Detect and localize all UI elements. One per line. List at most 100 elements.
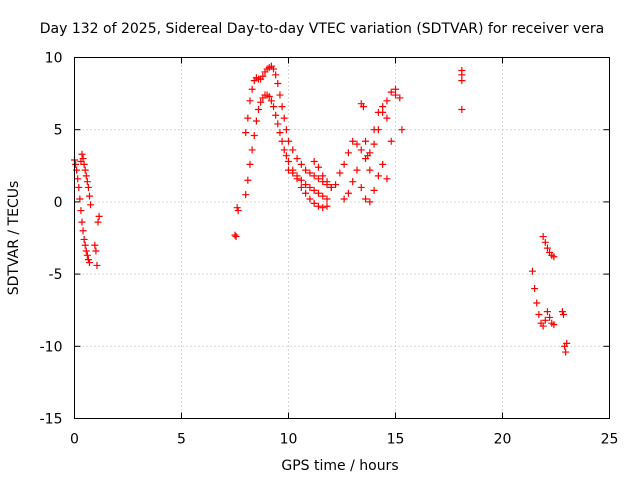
data-point-marker [276,91,284,99]
y-tick-label: 5 [54,123,63,139]
x-axis-label: GPS time / hours [281,458,398,474]
data-point-marker [278,137,286,145]
data-point-marker [252,117,260,125]
x-tick-label: 0 [70,432,79,448]
data-point-marker [77,207,85,215]
data-point-marker [79,155,87,163]
data-point-marker [310,199,318,207]
x-tick-label: 5 [177,432,186,448]
data-point-marker [543,244,551,252]
data-point-marker [244,114,252,122]
data-point-marker [387,88,395,96]
data-point-marker [528,267,536,275]
data-point-marker [280,114,288,122]
data-point-marker [272,111,280,119]
data-point-marker [293,155,301,163]
data-point-marker [398,126,406,134]
data-point-marker [297,183,305,191]
data-point-marker [246,160,254,168]
y-tick-label: 10 [45,51,63,67]
data-point-marker [250,131,258,139]
data-point-marker [83,251,91,259]
data-point-marker [95,212,103,220]
tick-labels: 0 5 10 15 20 25 -15 -10 -5 0 5 10 [40,51,619,448]
data-point-marker [319,204,327,212]
data-point-marker [374,108,382,116]
y-tick-label: -15 [40,412,63,428]
data-point-marker [323,195,331,203]
data-point-marker [344,189,352,197]
data-point-marker [535,311,543,319]
data-point-marker [310,157,318,165]
data-point-marker [278,103,286,111]
data-point-marker [396,94,404,102]
data-point-marker [232,233,240,241]
data-point-marker [293,172,301,180]
data-point-marker [246,97,254,105]
data-point-marker [302,189,310,197]
data-point-marker [274,79,282,87]
data-point-marker [82,247,90,255]
data-point-marker [310,186,318,194]
data-point-marker [81,166,89,174]
data-point-marker [383,114,391,122]
data-point-marker [75,183,83,191]
data-point-marker [541,238,549,246]
data-point-marker [80,235,88,243]
data-point-marker [81,241,89,249]
data-point-marker [353,140,361,148]
data-point-marker [282,126,290,134]
data-point-marker [314,189,322,197]
data-point-marker [340,195,348,203]
plot-frame [74,57,610,419]
data-point-marker [242,191,250,199]
data-point-marker [297,176,305,184]
data-point-marker [550,253,558,261]
data-point-marker [289,146,297,154]
x-tick-label: 10 [280,432,298,448]
data-point-marker [336,169,344,177]
data-point-marker [458,105,466,113]
data-point-marker [392,91,399,99]
data-point-marker [543,308,551,316]
x-tick-label: 20 [494,432,512,448]
data-point-marker [362,195,370,203]
data-point-marker [539,322,547,330]
data-point-marker [387,137,395,145]
data-point-marker [285,166,292,174]
data-point-marker [244,176,252,184]
data-point-marker [359,103,367,111]
data-point-marker [267,97,275,105]
data-point-marker [314,202,322,210]
data-point-marker [366,198,374,206]
data-point-marker [310,172,318,180]
data-point-marker [340,160,348,168]
data-point-marker [289,169,297,177]
data-point-marker [349,137,357,145]
chart-title: Day 132 of 2025, Sidereal Day-to-day VTE… [40,21,604,37]
data-point-marker [541,316,549,324]
data-point-marker [265,92,273,100]
data-point-marker [94,218,102,226]
data-point-marker [297,160,305,168]
x-tick-label: 25 [601,432,619,448]
data-point-marker [85,192,93,200]
data-point-marker [370,186,378,194]
data-point-marker [539,233,547,241]
data-point-marker [323,202,331,210]
data-point-marker [319,192,327,200]
data-point-marker [306,183,314,191]
data-point-marker [533,299,541,307]
data-point-marker [282,152,290,160]
data-point-marker [242,129,250,137]
data-point-marker [306,169,314,177]
data-point-marker [362,137,370,145]
x-tick-label: 15 [387,432,405,448]
data-point-marker [93,261,101,269]
data-point-marker [344,149,352,157]
data-point-marker [563,339,571,347]
data-point-marker [306,195,314,203]
data-point-marker [274,120,282,128]
